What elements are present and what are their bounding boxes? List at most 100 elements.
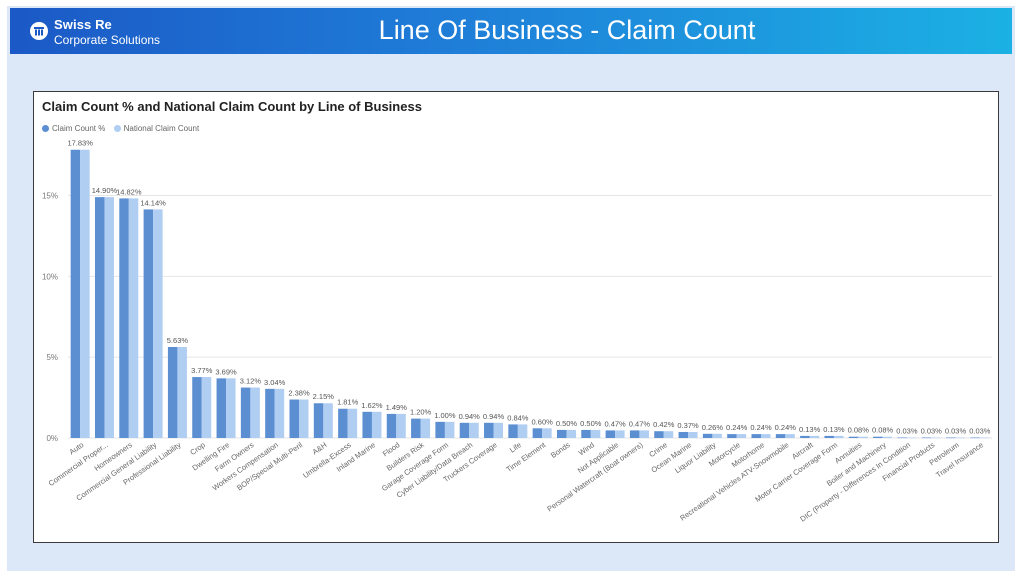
data-label: 0.08% bbox=[848, 426, 870, 435]
data-label: 0.13% bbox=[823, 425, 845, 434]
data-label: 2.38% bbox=[288, 389, 310, 398]
data-label: 3.77% bbox=[191, 366, 213, 375]
data-label: 1.49% bbox=[386, 403, 408, 412]
bar-national-claim-count bbox=[566, 429, 576, 438]
data-label: 0.13% bbox=[799, 425, 821, 434]
data-label: 0.47% bbox=[604, 419, 626, 428]
brand-name: Swiss Re bbox=[54, 17, 112, 32]
bar-national-claim-count bbox=[493, 422, 504, 438]
bar-claim-count-pct bbox=[654, 431, 664, 438]
bar-national-claim-count bbox=[469, 422, 479, 438]
bar-claim-count-pct bbox=[459, 422, 470, 438]
bar-claim-count-pct bbox=[727, 434, 737, 438]
data-label: 2.15% bbox=[313, 392, 335, 401]
report-canvas: Swiss Re Corporate Solutions Line Of Bus… bbox=[7, 6, 1015, 571]
bar-claim-count-pct bbox=[508, 424, 518, 438]
bar-national-claim-count bbox=[201, 377, 212, 438]
bar-national-claim-count bbox=[761, 434, 771, 438]
bar-national-claim-count bbox=[542, 428, 552, 438]
data-label: 3.12% bbox=[240, 377, 262, 386]
data-label: 0.94% bbox=[459, 412, 481, 421]
bar-claim-count-pct bbox=[240, 387, 251, 438]
bar-national-claim-count bbox=[688, 432, 698, 438]
bar-claim-count-pct bbox=[70, 149, 81, 438]
data-label: 14.14% bbox=[140, 198, 166, 207]
data-label: 0.94% bbox=[483, 412, 505, 421]
bar-national-claim-count bbox=[809, 435, 820, 438]
bar-claim-count-pct bbox=[94, 197, 105, 438]
bar-claim-count-pct bbox=[605, 430, 616, 438]
data-label: 0.50% bbox=[580, 419, 602, 428]
report-header: Swiss Re Corporate Solutions Line Of Bus… bbox=[10, 8, 1012, 54]
bar-national-claim-count bbox=[177, 346, 187, 438]
bar-claim-count-pct bbox=[873, 436, 883, 438]
bar-claim-count-pct bbox=[362, 411, 372, 438]
y-tick-label: 5% bbox=[46, 353, 58, 362]
bar-national-claim-count bbox=[979, 437, 990, 439]
bar-national-claim-count bbox=[955, 437, 966, 439]
legend-label: Claim Count % bbox=[52, 124, 106, 133]
data-label: 0.37% bbox=[677, 421, 699, 430]
data-label: 0.03% bbox=[921, 427, 943, 436]
data-label: 0.08% bbox=[872, 426, 894, 435]
bar-claim-count-pct bbox=[532, 428, 543, 438]
bar-national-claim-count bbox=[299, 399, 309, 438]
chart-card[interactable]: Claim Count % and National Claim Count b… bbox=[33, 91, 999, 543]
x-tick-label: A&H bbox=[311, 440, 329, 456]
bar-national-claim-count bbox=[104, 197, 114, 438]
y-tick-label: 15% bbox=[42, 192, 58, 201]
bar-national-claim-count bbox=[639, 430, 649, 438]
bar-claim-count-pct bbox=[629, 430, 640, 438]
legend-dot-icon bbox=[113, 125, 121, 132]
bar-claim-count-pct bbox=[289, 399, 299, 438]
chart-legend[interactable]: Claim Count % National Claim Count bbox=[42, 124, 205, 134]
swiss-re-logo-icon bbox=[30, 22, 48, 40]
bar-national-claim-count bbox=[833, 435, 844, 438]
bar-national-claim-count bbox=[663, 431, 674, 438]
bar-claim-count-pct bbox=[119, 198, 129, 438]
bar-claim-count-pct bbox=[970, 437, 980, 439]
bar-claim-count-pct bbox=[386, 413, 397, 438]
bar-claim-count-pct bbox=[946, 437, 956, 439]
data-label: 0.50% bbox=[556, 419, 578, 428]
bar-national-claim-count bbox=[80, 149, 90, 438]
bar-claim-count-pct bbox=[800, 435, 810, 438]
x-tick-label: Bonds bbox=[549, 440, 572, 460]
bar-claim-count-pct bbox=[921, 437, 932, 439]
bar-national-claim-count bbox=[226, 378, 236, 438]
data-label: 0.24% bbox=[775, 423, 797, 432]
y-tick-label: 10% bbox=[42, 272, 58, 281]
bar-claim-count-pct bbox=[435, 421, 445, 438]
legend-item-national-claim-count[interactable]: National Claim Count bbox=[113, 124, 200, 133]
bar-national-claim-count bbox=[128, 198, 139, 438]
data-label: 0.42% bbox=[653, 420, 675, 429]
bar-claim-count-pct bbox=[556, 429, 567, 438]
data-label: 0.24% bbox=[750, 423, 772, 432]
bar-national-claim-count bbox=[274, 388, 285, 438]
data-label: 1.20% bbox=[410, 408, 432, 417]
bar-claim-count-pct bbox=[678, 432, 689, 438]
bar-national-claim-count bbox=[615, 430, 625, 438]
bar-national-claim-count bbox=[371, 411, 382, 438]
bar-national-claim-count bbox=[347, 408, 358, 438]
bar-claim-count-pct bbox=[143, 209, 154, 438]
y-tick-label: 0% bbox=[46, 434, 58, 443]
bar-national-claim-count bbox=[906, 437, 917, 439]
brand-subtitle: Corporate Solutions bbox=[54, 33, 161, 47]
chart-title: Claim Count % and National Claim Count b… bbox=[42, 99, 422, 114]
bar-claim-count-pct bbox=[775, 434, 786, 438]
data-label: 0.60% bbox=[532, 417, 554, 426]
data-label: 0.47% bbox=[629, 419, 651, 428]
data-label: 0.24% bbox=[726, 423, 748, 432]
data-label: 14.90% bbox=[92, 186, 118, 195]
bar-claim-count-pct bbox=[824, 435, 834, 438]
bar-claim-count-pct bbox=[265, 388, 275, 438]
legend-label: National Claim Count bbox=[123, 124, 200, 133]
legend-item-claim-count-pct[interactable]: Claim Count % bbox=[42, 124, 105, 133]
data-label: 1.62% bbox=[361, 401, 383, 410]
bar-claim-count-pct bbox=[581, 429, 591, 438]
page-title: Line Of Business - Claim Count bbox=[378, 15, 756, 45]
bar-claim-count-pct bbox=[897, 437, 907, 439]
bar-claim-count-pct bbox=[338, 408, 348, 438]
